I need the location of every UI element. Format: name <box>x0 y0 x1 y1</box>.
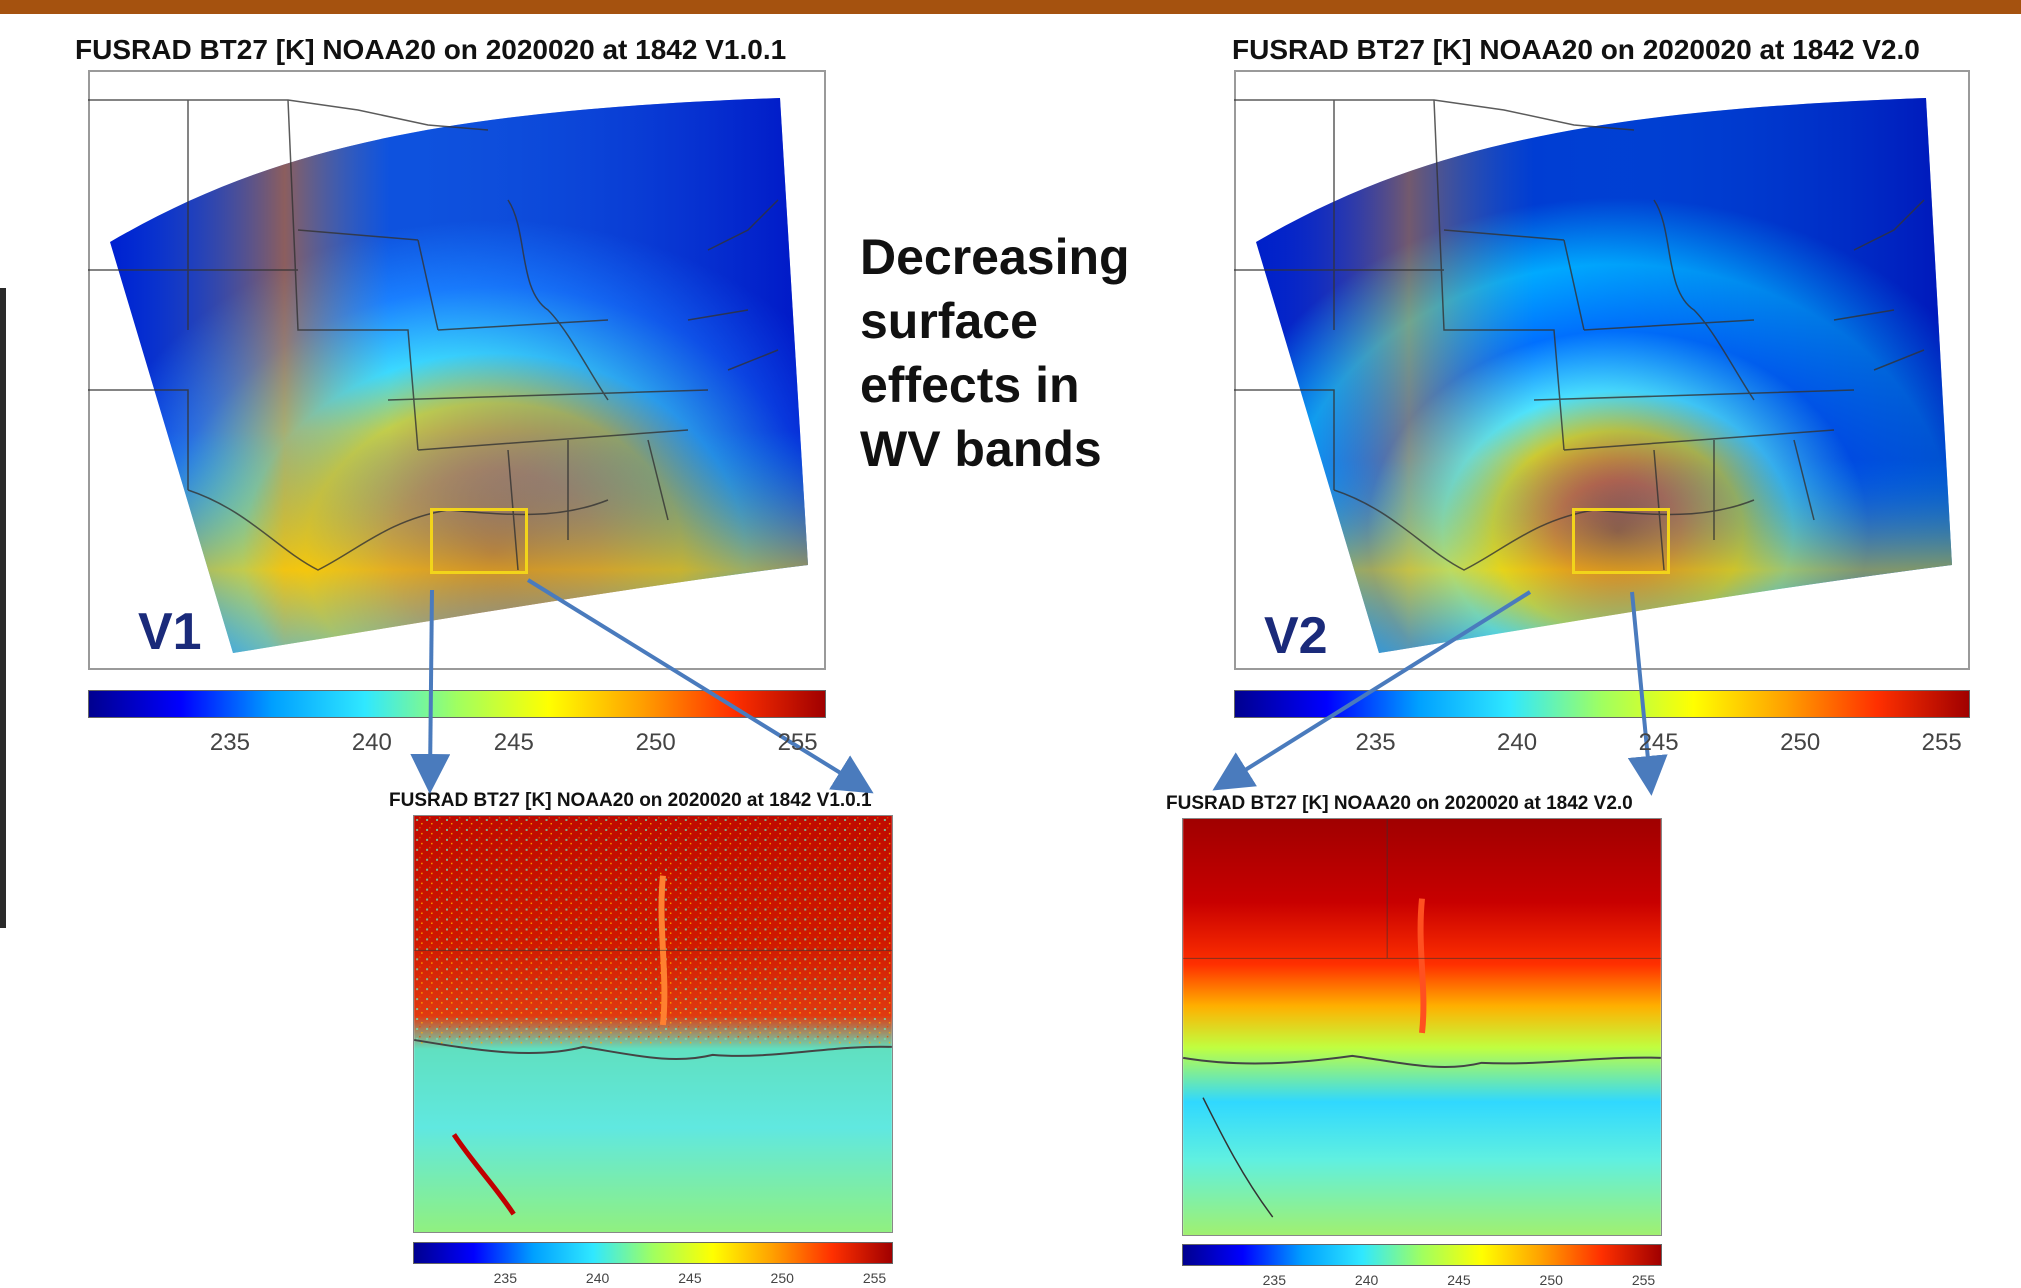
colorbar-tick-label: 245 <box>493 729 534 756</box>
arrow-right-1 <box>1212 590 1532 791</box>
message-line-2: surface <box>860 293 1038 349</box>
left-map-frame <box>88 70 826 670</box>
message-line-1: Decreasing <box>860 229 1130 285</box>
right-inset-colorbar <box>1182 1244 1662 1266</box>
left-edge-strip <box>0 288 6 928</box>
left-zoom-box <box>430 508 528 574</box>
colorbar-tick-label: 255 <box>777 729 818 756</box>
colorbar-tick-label: 245 <box>678 1270 702 1286</box>
colorbar-tick-label: 255 <box>1921 729 1962 756</box>
arrow-left-1 <box>410 589 451 794</box>
colorbar-tick-label: 250 <box>635 729 676 756</box>
right-zoom-box <box>1572 508 1670 574</box>
colorbar-tick-label: 240 <box>1354 1272 1379 1288</box>
left-version-label: V1 <box>138 603 202 661</box>
right-colorbar <box>1234 690 1970 718</box>
colorbar-tick-label: 235 <box>1262 1272 1286 1288</box>
colorbar-tick-label: 235 <box>209 729 250 756</box>
colorbar-tick-label: 250 <box>770 1270 794 1286</box>
colorbar-tick-label: 250 <box>1539 1272 1563 1288</box>
arrow-left-2 <box>526 578 874 794</box>
colorbar-tick-label: 245 <box>1447 1272 1471 1288</box>
left-inset-title: FUSRAD BT27 [K] NOAA20 on 2020020 at 184… <box>389 790 872 811</box>
colorbar-tick-label: 240 <box>585 1270 610 1286</box>
colorbar-tick-label: 235 <box>1355 729 1396 756</box>
message-line-4: WV bands <box>860 421 1102 477</box>
right-inset-map <box>1182 818 1662 1236</box>
right-inset-title: FUSRAD BT27 [K] NOAA20 on 2020020 at 184… <box>1166 793 1633 814</box>
left-map-title: FUSRAD BT27 [K] NOAA20 on 2020020 at 184… <box>75 34 787 65</box>
colorbar-tick-label: 235 <box>493 1270 517 1286</box>
colorbar-tick-label: 255 <box>1631 1272 1656 1288</box>
left-colorbar <box>88 690 826 718</box>
colorbar-tick-label: 240 <box>351 729 392 756</box>
right-map-frame <box>1234 70 1970 670</box>
left-inset-colorbar <box>413 1242 893 1264</box>
colorbar-tick-label: 245 <box>1638 729 1679 756</box>
message-line-3: effects in <box>860 357 1080 413</box>
arrow-right-2 <box>1627 591 1668 796</box>
top-banner <box>0 0 2021 14</box>
colorbar-tick-label: 255 <box>862 1270 887 1286</box>
left-map <box>88 98 808 653</box>
right-map-title: FUSRAD BT27 [K] NOAA20 on 2020020 at 184… <box>1232 34 1920 65</box>
colorbar-tick-label: 240 <box>1497 729 1538 756</box>
left-inset-map <box>413 815 893 1233</box>
center-message: Decreasing surface effects in WV bands <box>860 225 1130 481</box>
colorbar-tick-label: 250 <box>1780 729 1821 756</box>
right-version-label: V2 <box>1264 607 1328 665</box>
right-map <box>1234 98 1952 653</box>
